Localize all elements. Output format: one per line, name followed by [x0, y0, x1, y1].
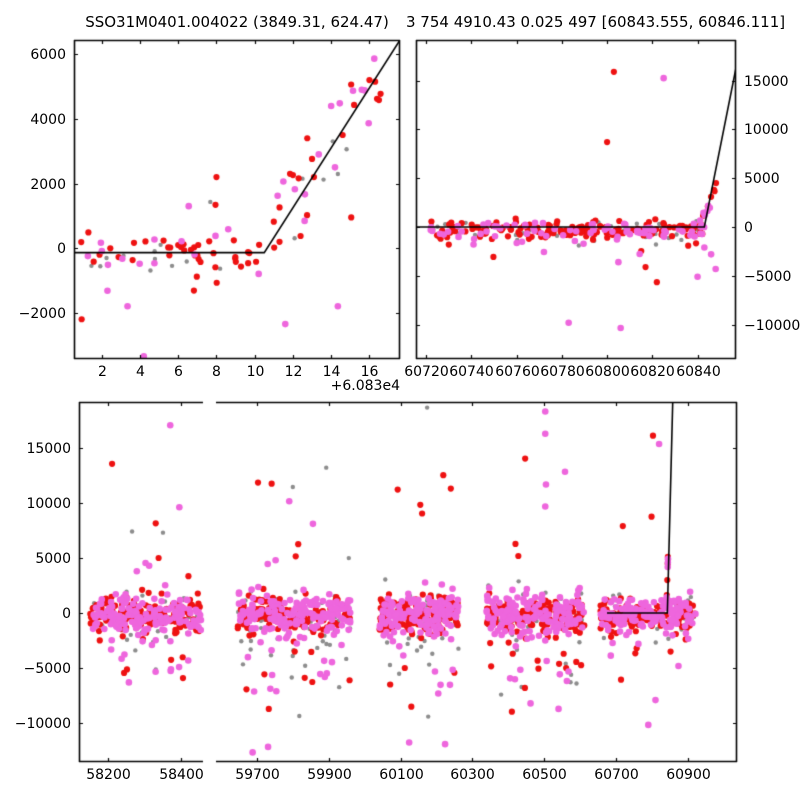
top-left-plot-title: SSO31M0401.004022 (3849.31, 624.47) — [85, 13, 389, 31]
x-tick-label: 2 — [98, 364, 107, 380]
x-tick-label: 12 — [284, 364, 303, 380]
x-tick-label: 60820 — [630, 364, 675, 380]
x-tick-label: 60100 — [379, 767, 424, 783]
x-tick-label: 60760 — [495, 364, 540, 380]
x-tick-label: 10 — [246, 364, 265, 380]
x-tick-label: 4 — [136, 364, 145, 380]
x-axis-offset-label: +6.083e4 — [330, 378, 400, 394]
y-tick-label: 0 — [57, 240, 66, 257]
x-tick-label: 60500 — [522, 767, 567, 783]
x-tick-label: 60700 — [594, 767, 639, 783]
y-tick-label: 6000 — [30, 46, 66, 63]
x-tick-label: 59900 — [307, 767, 352, 783]
y-tick-label: 0 — [62, 605, 71, 622]
y-tick-label: 2000 — [30, 176, 66, 193]
y-tick-label: 0 — [744, 219, 753, 236]
x-tick-label: 58200 — [86, 767, 131, 783]
y-tick-label: −10000 — [14, 715, 71, 732]
x-tick-label: 60300 — [450, 767, 495, 783]
y-tick-label: 15000 — [26, 440, 71, 457]
top-right-plot-title: 3 754 4910.43 0.025 497 [60843.555, 6084… — [406, 13, 786, 31]
x-tick-label: 60780 — [540, 364, 585, 380]
x-tick-label: 60900 — [666, 767, 711, 783]
x-tick-label: 60720 — [404, 364, 449, 380]
x-tick-label: 16 — [360, 364, 379, 380]
y-tick-label: −5000 — [744, 268, 792, 285]
x-tick-label: 58400 — [159, 767, 204, 783]
y-tick-label: 10000 — [744, 121, 789, 138]
y-tick-label: 5000 — [744, 170, 780, 187]
x-tick-label: 59700 — [235, 767, 280, 783]
x-tick-label: 14 — [322, 364, 341, 380]
x-tick-label: 60800 — [585, 364, 630, 380]
y-tick-label: −5000 — [23, 660, 71, 677]
x-tick-label: 8 — [212, 364, 221, 380]
y-tick-label: −10000 — [744, 317, 800, 334]
x-tick-label: 60740 — [449, 364, 494, 380]
y-tick-label: 5000 — [35, 550, 71, 567]
x-tick-label: 60840 — [676, 364, 721, 380]
y-tick-label: 15000 — [744, 73, 789, 90]
y-tick-label: −2000 — [18, 305, 66, 322]
y-tick-label: 4000 — [30, 111, 66, 128]
x-tick-label: 6 — [174, 364, 183, 380]
y-tick-label: 10000 — [26, 495, 71, 512]
